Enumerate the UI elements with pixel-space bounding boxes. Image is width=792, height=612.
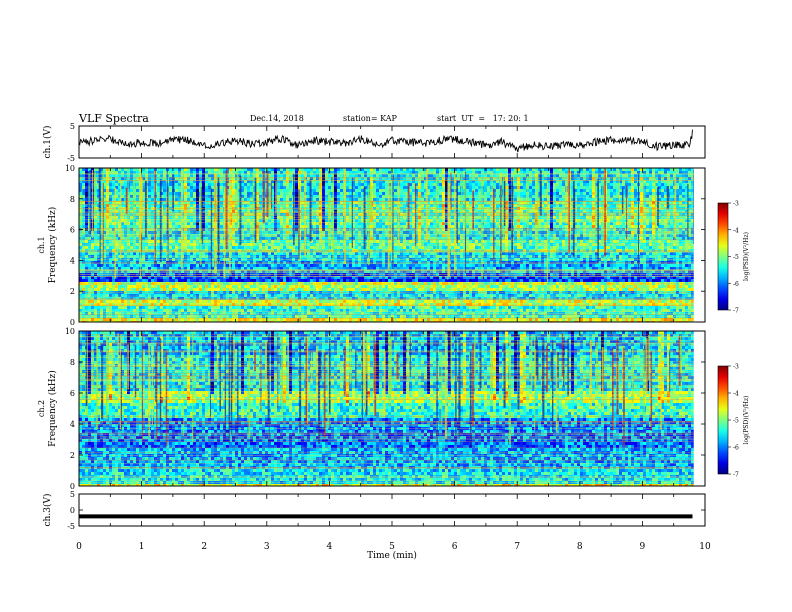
spectrogram-1-ytick-label: 8 <box>70 195 75 204</box>
time-tick-label: 8 <box>577 542 583 552</box>
colorbar-1-tick-label: -3 <box>733 201 739 208</box>
spectrogram-2-ytick-label: 6 <box>70 389 75 398</box>
time-tick-label: 4 <box>327 542 333 552</box>
ch1-axis-label: ch.1(V) <box>42 126 53 159</box>
station-label: station= KAP <box>343 114 397 123</box>
spectrogram-2-ytick-label: 0 <box>70 482 75 491</box>
ch3-axis-label: ch.3(V) <box>42 494 53 527</box>
time-tick-label: 9 <box>640 542 646 552</box>
colorbar-1-gradient <box>718 203 728 310</box>
ch3-ytick-label: -5 <box>67 522 75 531</box>
ch3-ytick-label: 0 <box>70 506 75 515</box>
ch1-ytick-label: 5 <box>70 122 75 131</box>
time-tick-label: 10 <box>699 542 711 552</box>
colorbar-2-tick-label: -3 <box>733 364 739 371</box>
spectrogram-1-image <box>79 168 705 322</box>
time-tick-label: 1 <box>139 542 145 552</box>
ch1-waveform-line <box>78 129 693 153</box>
colorbar-2-tick-label: -5 <box>733 418 739 425</box>
colorbar-2-label: log(PSD)(V²/Hz) <box>743 396 750 445</box>
spectrogram-1-ytick-label: 6 <box>70 226 75 235</box>
start-time-label: start UT = 17: 20: 1 <box>437 114 529 123</box>
date-label: Dec.14, 2018 <box>250 114 304 123</box>
time-tick-label: 6 <box>452 542 458 552</box>
spectrogram-2-ytick-label: 10 <box>65 327 75 336</box>
colorbar-1-tick-label: -6 <box>733 281 739 288</box>
time-tick-label: 7 <box>514 542 520 552</box>
spectrogram-1-channel-label: ch.1 <box>37 236 46 253</box>
time-tick-label: 0 <box>76 542 82 552</box>
colorbar-2-tick-label: -6 <box>733 445 739 452</box>
chart-title: VLF Spectra <box>79 112 149 125</box>
colorbar-2-tick-label: -7 <box>733 472 739 479</box>
time-axis-label: Time (min) <box>367 550 417 561</box>
colorbar-1-tick-label: -5 <box>733 254 739 261</box>
spectrogram-2-ytick-label: 8 <box>70 358 75 367</box>
colorbar-1-tick-label: -4 <box>733 227 739 234</box>
time-tick-label: 3 <box>264 542 270 552</box>
colorbar-2-tick-label: -4 <box>733 391 739 398</box>
spectrogram-2-ytick-label: 2 <box>70 451 75 460</box>
colorbar-2-gradient <box>718 366 728 474</box>
spectrogram-1-ytick-label: 4 <box>70 256 75 265</box>
time-tick-label: 2 <box>201 542 207 552</box>
spectrogram-2-image <box>79 331 705 486</box>
ch3-ytick-label: 5 <box>70 490 75 499</box>
spectrogram-2-channel-label: ch.2 <box>37 400 46 417</box>
spectrogram-1-ytick-label: 2 <box>70 287 75 296</box>
spectrogram-2-frequency-label: Frequency (kHz) <box>47 370 58 447</box>
spectrogram-2-ytick-label: 4 <box>70 420 75 429</box>
ch1-ytick-label: -5 <box>67 154 75 163</box>
spectrogram-1-ytick-label: 0 <box>70 318 75 327</box>
colorbar-1-label: log(PSD)(V²/Hz) <box>743 232 750 281</box>
spectrogram-1-frequency-label: Frequency (kHz) <box>47 207 58 284</box>
time-tick-label: 5 <box>389 542 395 552</box>
spectrogram-1-ytick-label: 10 <box>65 164 75 173</box>
colorbar-1-tick-label: -7 <box>733 308 739 315</box>
